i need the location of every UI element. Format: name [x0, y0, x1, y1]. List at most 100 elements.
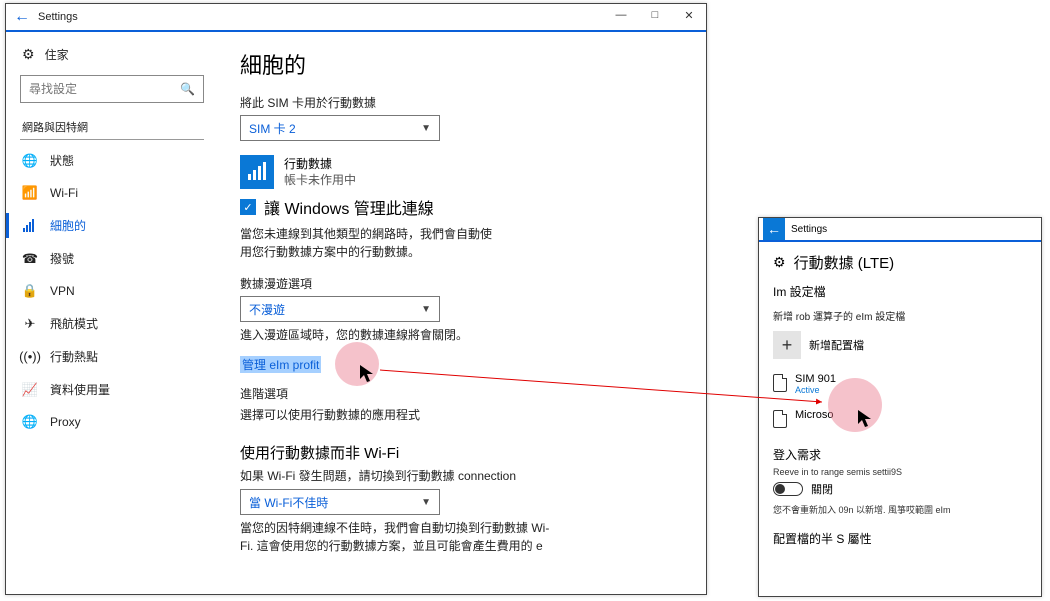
roaming-select-value: 不漫遊 [249, 301, 285, 318]
sim-profile-text: SIM 901Active [795, 373, 836, 395]
add-profile-row[interactable]: + 新增配置檔 [773, 331, 1027, 359]
profiles-heading: Im 設定檔 [773, 283, 1027, 300]
window-title: Settings [38, 11, 78, 23]
sim-select-value: SIM 卡 2 [249, 120, 296, 137]
datausage-icon: 📈 [22, 382, 38, 398]
signin-toggle-row[interactable]: 關閉 [773, 481, 1027, 497]
sim-card-icon [773, 374, 787, 392]
search-icon: 🔍 [180, 82, 195, 96]
connection-tile-text: 行動數據 帳卡未作用中 [284, 156, 356, 188]
prefer-select[interactable]: 當 Wi-Fi不佳時 ▼ [240, 489, 440, 515]
roaming-select[interactable]: 不漫遊 ▼ [240, 296, 440, 322]
home-label: 住家 [45, 46, 69, 63]
add-profile-label: 新增配置檔 [809, 337, 864, 353]
settings-main-window: ← Settings — □ ✕ ⚙ 住家 🔍 網路與因特網 🌐 狀態 📶 Wi-Fi… [5, 3, 707, 595]
signin-tiny: Reeve in to range semis settii9S [773, 467, 1027, 477]
status-icon: 🌐 [22, 153, 38, 169]
sim-profile-row[interactable]: Microso [773, 409, 1027, 428]
prefer-heading: 使用行動數據而非 Wi-Fi [240, 442, 684, 463]
sidebar-item-dialup[interactable]: ☎撥號 [6, 242, 218, 275]
sidebar-item-label: Proxy [50, 415, 81, 429]
advanced-options-label[interactable]: 進階選項 [240, 385, 684, 402]
sec-body: ⚙ 行動數據 (LTE) Im 設定檔 新增 rob 運算子的 eIm 設定檔 … [759, 242, 1041, 547]
prefer-select-value: 當 Wi-Fi不佳時 [249, 494, 328, 511]
choose-apps-link[interactable]: 選擇可以使用行動數據的應用程式 [240, 406, 500, 424]
connection-tile-row: 行動數據 帳卡未作用中 [240, 155, 684, 189]
sidebar-item-label: 細胞的 [50, 217, 86, 234]
signin-description: 您不會重新加入 09n 以新增. 風箏哎範圍 eIm [773, 503, 1013, 516]
back-button[interactable]: ← [10, 5, 34, 29]
sidebar-item-datausage[interactable]: 📈 資料使用量 [6, 373, 218, 406]
sim-name: Microso [795, 409, 834, 421]
sim-profile-text: Microso [795, 409, 834, 421]
sim-label: 將此 SIM 卡用於行動數據 [240, 94, 684, 111]
sidebar-item-label: 撥號 [50, 250, 74, 267]
sim-list: SIM 901Active Microso [773, 373, 1027, 428]
search-input[interactable] [29, 82, 169, 96]
nav-list: 🌐 狀態 📶 Wi-Fi 細胞的 ☎撥號 🔒 VPN ✈ 飛航模式 ((•)) 行動熱點 📈 資料使用量 🌐… [6, 144, 218, 438]
sidebar-item-proxy[interactable]: 🌐 Proxy [6, 406, 218, 438]
manage-profiles-link[interactable]: 管理 eIm profit [240, 356, 321, 373]
wifi-icon: 📶 [22, 185, 38, 201]
home-row[interactable]: ⚙ 住家 [6, 40, 218, 69]
connection-title: 行動數據 [284, 156, 356, 172]
window-controls: — □ ✕ [604, 4, 706, 26]
maximize-button[interactable]: □ [638, 4, 672, 26]
sidebar-item-vpn[interactable]: 🔒 VPN [6, 275, 218, 307]
chevron-down-icon: ▼ [421, 123, 431, 134]
sim-status: Active [795, 385, 836, 395]
titlebar: ← Settings — □ ✕ [6, 4, 706, 32]
search-box[interactable]: 🔍 [20, 75, 204, 103]
sidebar-item-hotspot[interactable]: ((•)) 行動熱點 [6, 340, 218, 373]
sidebar-item-label: 狀態 [50, 152, 74, 169]
connection-subtitle: 帳卡未作用中 [284, 172, 356, 188]
manage-checkbox-row[interactable]: ✓ 讓 Windows 管理此連線 [240, 195, 684, 219]
sim-card-icon [773, 410, 787, 428]
sidebar-item-cellular[interactable]: 細胞的 [6, 209, 218, 242]
content-pane: 細胞的 將此 SIM 卡用於行動數據 SIM 卡 2 ▼ 行動數據 帳卡未作用中… [218, 32, 706, 594]
sec-page-heading: 行動數據 (LTE) [794, 252, 895, 273]
sim-select[interactable]: SIM 卡 2 ▼ [240, 115, 440, 141]
close-button[interactable]: ✕ [672, 4, 706, 26]
chevron-down-icon: ▼ [421, 497, 431, 508]
minimize-button[interactable]: — [604, 4, 638, 26]
sec-window-title: Settings [791, 224, 827, 235]
cellular-tile-icon [240, 155, 274, 189]
prefer-description: 如果 Wi-Fi 發生問題，請切換到行動數據 connection [240, 467, 540, 485]
sidebar-item-label: Wi-Fi [50, 186, 78, 200]
toggle-label: 關閉 [811, 481, 833, 497]
proxy-icon: 🌐 [22, 414, 38, 430]
divider [20, 139, 204, 140]
manage-checkbox-label: 讓 Windows 管理此連線 [264, 195, 434, 219]
settings-secondary-window: ← Settings ⚙ 行動數據 (LTE) Im 設定檔 新增 rob 運算… [758, 217, 1042, 597]
sidebar-item-airplane[interactable]: ✈ 飛航模式 [6, 307, 218, 340]
sidebar-item-wifi[interactable]: 📶 Wi-Fi [6, 177, 218, 209]
gear-icon: ⚙ [22, 46, 35, 63]
sim-profile-row[interactable]: SIM 901Active [773, 373, 1027, 395]
sec-titlebar: ← Settings [759, 218, 1041, 242]
sim-name: SIM 901 [795, 373, 836, 385]
cellular-icon [22, 218, 38, 234]
sidebar-item-label: VPN [50, 284, 75, 298]
gear-icon: ⚙ [773, 254, 786, 271]
sidebar-item-status[interactable]: 🌐 狀態 [6, 144, 218, 177]
checkbox-checked-icon[interactable]: ✓ [240, 199, 256, 215]
roaming-description: 進入漫遊區域時，您的數據連線將會關閉。 [240, 326, 500, 344]
prefer-description-2: 當您的因特網連線不佳時，我們會自動切換到行動數據 Wi-Fi. 這會使用您的行動… [240, 519, 560, 555]
roaming-heading: 數據漫遊選項 [240, 275, 684, 292]
back-button[interactable]: ← [763, 218, 785, 240]
auto-use-description: 當您未連線到其他類型的網路時，我們會自動使用您行動數據方案中的行動數據。 [240, 225, 500, 261]
airplane-icon: ✈ [22, 316, 38, 332]
profile-props-heading: 配置檔的半 S 屬性 [773, 530, 1027, 547]
toggle-off[interactable] [773, 482, 803, 496]
sidebar-item-label: 飛航模式 [50, 315, 98, 332]
hotspot-icon: ((•)) [22, 349, 38, 365]
section-label: 網路與因特網 [6, 115, 218, 137]
signin-heading: 登入需求 [773, 446, 1027, 463]
sidebar: ⚙ 住家 🔍 網路與因特網 🌐 狀態 📶 Wi-Fi 細胞的 ☎撥號 🔒 VPN ✈ 飛航模式 ((… [6, 32, 218, 594]
add-button[interactable]: + [773, 331, 801, 359]
sidebar-item-label: 行動熱點 [50, 348, 98, 365]
sidebar-item-label: 資料使用量 [50, 381, 110, 398]
chevron-down-icon: ▼ [421, 304, 431, 315]
vpn-icon: 🔒 [22, 283, 38, 299]
